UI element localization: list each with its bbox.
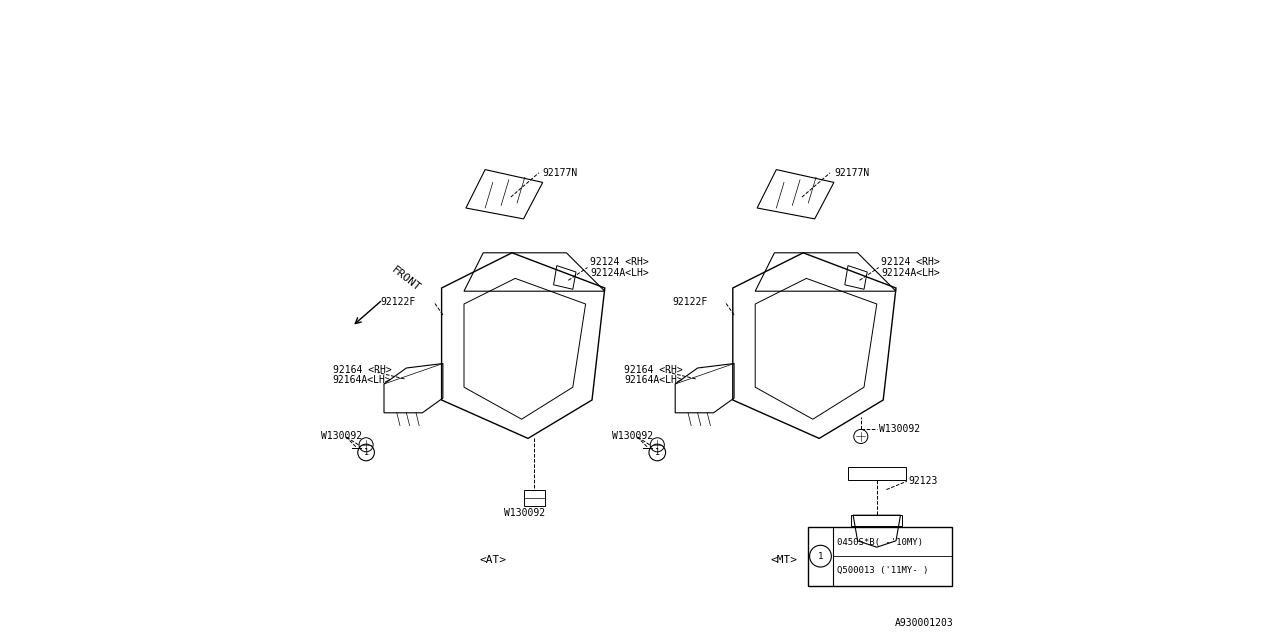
Text: 0450S*B( -'10MY): 0450S*B( -'10MY): [837, 538, 923, 547]
Text: W130092: W130092: [879, 424, 920, 434]
Text: A930001203: A930001203: [895, 618, 954, 628]
Text: 92164 <RH>: 92164 <RH>: [333, 365, 392, 375]
Text: W130092: W130092: [613, 431, 654, 442]
Text: <AT>: <AT>: [479, 555, 507, 565]
Text: 92122F: 92122F: [672, 297, 708, 307]
Text: 92124 <RH>: 92124 <RH>: [590, 257, 649, 268]
Text: 92164A<LH>: 92164A<LH>: [625, 375, 682, 385]
Text: 92123: 92123: [909, 476, 938, 486]
Text: W130092: W130092: [504, 508, 545, 518]
Text: 92164 <RH>: 92164 <RH>: [625, 365, 682, 375]
Text: 1: 1: [818, 552, 823, 561]
Text: 92177N: 92177N: [835, 168, 869, 178]
Text: 92124A<LH>: 92124A<LH>: [590, 268, 649, 278]
Text: 92177N: 92177N: [543, 168, 579, 178]
Text: FRONT: FRONT: [389, 264, 422, 293]
Text: 92164A<LH>: 92164A<LH>: [333, 375, 392, 385]
Text: 1: 1: [364, 448, 369, 457]
Text: 92124A<LH>: 92124A<LH>: [881, 268, 940, 278]
Bar: [808, 527, 952, 586]
Text: 1: 1: [655, 448, 659, 457]
Text: W130092: W130092: [321, 431, 362, 442]
Text: 92124 <RH>: 92124 <RH>: [881, 257, 940, 268]
Text: 92122F: 92122F: [381, 297, 416, 307]
Text: <MT>: <MT>: [771, 555, 797, 565]
Text: Q500013 ('11MY- ): Q500013 ('11MY- ): [837, 566, 928, 575]
